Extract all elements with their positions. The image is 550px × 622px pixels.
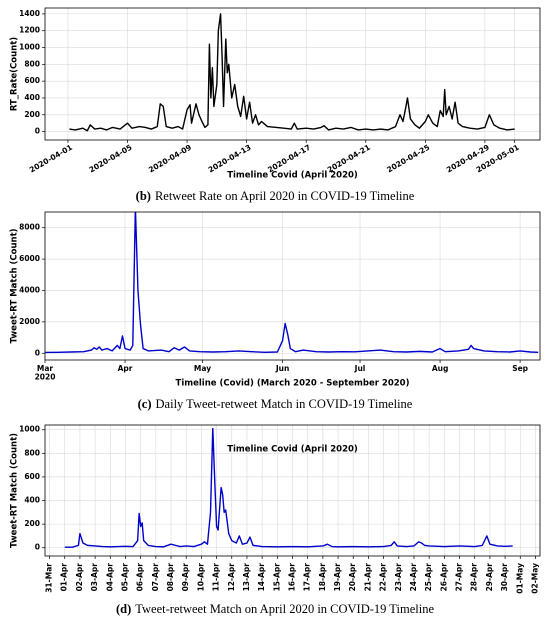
x-tick-label: 2020-04-05 — [87, 143, 133, 175]
caption-label: (b) — [136, 189, 151, 203]
y-tick-label: 0 — [35, 127, 40, 136]
y-tick-label: 0 — [35, 348, 40, 357]
x-tick-label: 03-Apr — [90, 563, 99, 592]
x-tick-label: 29-Apr — [485, 563, 494, 592]
x-tick-label: 02-Apr — [75, 563, 84, 592]
x-tick-label: Jul — [354, 364, 366, 373]
x-tick-label: 16-Apr — [288, 563, 297, 592]
y-axis-label: Tweet-RT Match (Count) — [10, 228, 20, 343]
data-line — [64, 427, 513, 548]
y-tick-label: 6000 — [19, 254, 40, 263]
plot-area — [69, 13, 515, 132]
x-tick-label: 12-Apr — [227, 563, 236, 592]
plot-frame — [44, 424, 541, 557]
x-tick-label: Jun — [275, 364, 289, 373]
x-tick-label: 09-Apr — [181, 563, 190, 592]
x-axis-label: Timeline Covid (April 2020) — [227, 445, 358, 455]
x-tick-label: 27-Apr — [455, 563, 464, 592]
x-tick-label: 02-May — [530, 563, 539, 594]
plot-frame — [44, 211, 541, 361]
y-tick-label: 8000 — [19, 223, 40, 232]
x-tick-label: 2020-04-09 — [147, 143, 193, 175]
y-tick-label: 600 — [24, 76, 40, 85]
y-axis-label: RT_Rate(Count) — [10, 37, 20, 111]
y-tick-label: 1000 — [19, 425, 40, 434]
caption: (d) Tweet-retweet Match on April 2020 in … — [116, 602, 434, 616]
caption-text: Retweet Rate on April 2020 in COVID-19 T… — [155, 189, 415, 203]
y-tick-label: 400 — [24, 93, 40, 102]
y-tick-label: 200 — [24, 110, 40, 119]
x-tick-label: 13-Apr — [242, 563, 251, 592]
data-line — [69, 13, 515, 132]
x-tick-label: May — [194, 364, 211, 373]
plot-area — [64, 427, 513, 548]
x-tick-label: Apr — [118, 364, 133, 373]
x-tick-label: 19-Apr — [333, 563, 342, 592]
x-tick-label: 26-Apr — [439, 563, 448, 592]
y-tick-label: 1400 — [19, 9, 40, 18]
y-tick-label: 200 — [24, 519, 40, 528]
x-tick-label: 17-Apr — [303, 563, 312, 592]
data-line — [45, 212, 539, 354]
x-tick-label: 2020-04-01 — [28, 143, 74, 175]
caption-text: Tweet-retweet Match on April 2020 in COV… — [135, 602, 434, 616]
x-tick-label: 14-Apr — [257, 563, 266, 592]
x-tick-label: 10-Apr — [196, 563, 205, 592]
x-tick-label: 24-Apr — [409, 563, 418, 592]
plot-frame — [44, 7, 541, 141]
x-tick-label: 15-Apr — [272, 563, 281, 592]
x-tick-label: 31-Mar — [45, 563, 54, 593]
x-tick-label: 25-Apr — [424, 563, 433, 592]
x-tick-label: 30-Apr — [500, 563, 509, 592]
x-tick-label: 21-Apr — [363, 563, 372, 592]
x-tick-label: 22-Apr — [379, 563, 388, 592]
x-tick-label: 20-Apr — [348, 563, 357, 592]
x-tick-label: 06-Apr — [136, 563, 145, 592]
y-tick-label: 2000 — [19, 317, 40, 326]
y-tick-label: 1000 — [19, 43, 40, 52]
y-tick-label: 800 — [24, 59, 40, 68]
x-tick-label: 23-Apr — [394, 563, 403, 592]
x-tick-label: 07-Apr — [151, 563, 160, 592]
plot-area — [45, 212, 539, 354]
caption: (b) Retweet Rate on April 2020 in COVID-1… — [136, 189, 415, 203]
y-tick-label: 1200 — [19, 26, 40, 35]
y-tick-label: 800 — [24, 448, 40, 457]
caption-text: Daily Tweet-retweet Match in COVID-19 Ti… — [156, 397, 413, 411]
x-tick-label: Mar 2020 — [35, 364, 56, 382]
x-tick-label: 2020-04-25 — [385, 143, 431, 175]
x-tick-label: 18-Apr — [318, 563, 327, 592]
x-tick-label: 11-Apr — [212, 563, 221, 592]
x-tick-label: 08-Apr — [166, 563, 175, 592]
caption: (c) Daily Tweet-retweet Match in COVID-19… — [138, 397, 413, 411]
y-axis-label: Tweet-RT Match (Count) — [10, 433, 20, 548]
x-axis-label: Timeline Covid (April 2020) — [227, 171, 358, 181]
x-tick-label: 04-Apr — [105, 563, 114, 592]
y-tick-label: 4000 — [19, 285, 40, 294]
x-tick-label: Sep — [512, 364, 528, 373]
x-tick-label: 01-Apr — [60, 563, 69, 592]
x-axis-label: Timeline (Covid) (March 2020 - September… — [176, 379, 410, 389]
y-tick-label: 600 — [24, 472, 40, 481]
x-tick-label: Aug — [432, 364, 449, 373]
y-tick-label: 400 — [24, 496, 40, 505]
x-tick-label: 05-Apr — [120, 563, 129, 592]
y-tick-label: 0 — [35, 543, 40, 552]
caption-label: (c) — [138, 397, 152, 411]
x-tick-label: 28-Apr — [470, 563, 479, 592]
x-tick-label: 01-May — [515, 563, 524, 594]
caption-label: (d) — [116, 602, 131, 616]
